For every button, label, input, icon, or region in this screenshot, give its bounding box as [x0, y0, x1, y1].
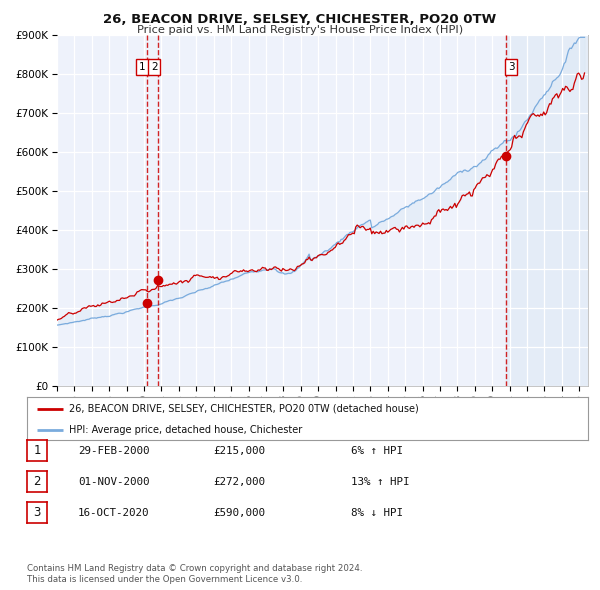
Text: £590,000: £590,000 [213, 509, 265, 519]
Text: Price paid vs. HM Land Registry's House Price Index (HPI): Price paid vs. HM Land Registry's House … [137, 25, 463, 35]
Text: Contains HM Land Registry data © Crown copyright and database right 2024.: Contains HM Land Registry data © Crown c… [27, 565, 362, 573]
Text: £272,000: £272,000 [213, 477, 265, 487]
Text: 26, BEACON DRIVE, SELSEY, CHICHESTER, PO20 0TW (detached house): 26, BEACON DRIVE, SELSEY, CHICHESTER, PO… [69, 404, 419, 414]
Text: 3: 3 [508, 61, 515, 71]
Bar [506, 35, 588, 386]
Text: 1: 1 [139, 61, 146, 71]
Bar [571, 35, 588, 386]
Text: 26, BEACON DRIVE, SELSEY, CHICHESTER, PO20 0TW: 26, BEACON DRIVE, SELSEY, CHICHESTER, PO… [103, 13, 497, 26]
Text: 6% ↑ HPI: 6% ↑ HPI [351, 446, 403, 456]
Text: 2: 2 [34, 475, 41, 488]
Text: This data is licensed under the Open Government Licence v3.0.: This data is licensed under the Open Gov… [27, 575, 302, 584]
Text: 1: 1 [34, 444, 41, 457]
Text: HPI: Average price, detached house, Chichester: HPI: Average price, detached house, Chic… [69, 425, 302, 435]
Text: 2: 2 [151, 61, 157, 71]
Text: 01-NOV-2000: 01-NOV-2000 [78, 477, 149, 487]
Text: £215,000: £215,000 [213, 446, 265, 456]
Text: 16-OCT-2020: 16-OCT-2020 [78, 509, 149, 519]
Text: 8% ↓ HPI: 8% ↓ HPI [351, 509, 403, 519]
Text: 13% ↑ HPI: 13% ↑ HPI [351, 477, 409, 487]
Text: 29-FEB-2000: 29-FEB-2000 [78, 446, 149, 456]
Text: 3: 3 [34, 506, 41, 519]
